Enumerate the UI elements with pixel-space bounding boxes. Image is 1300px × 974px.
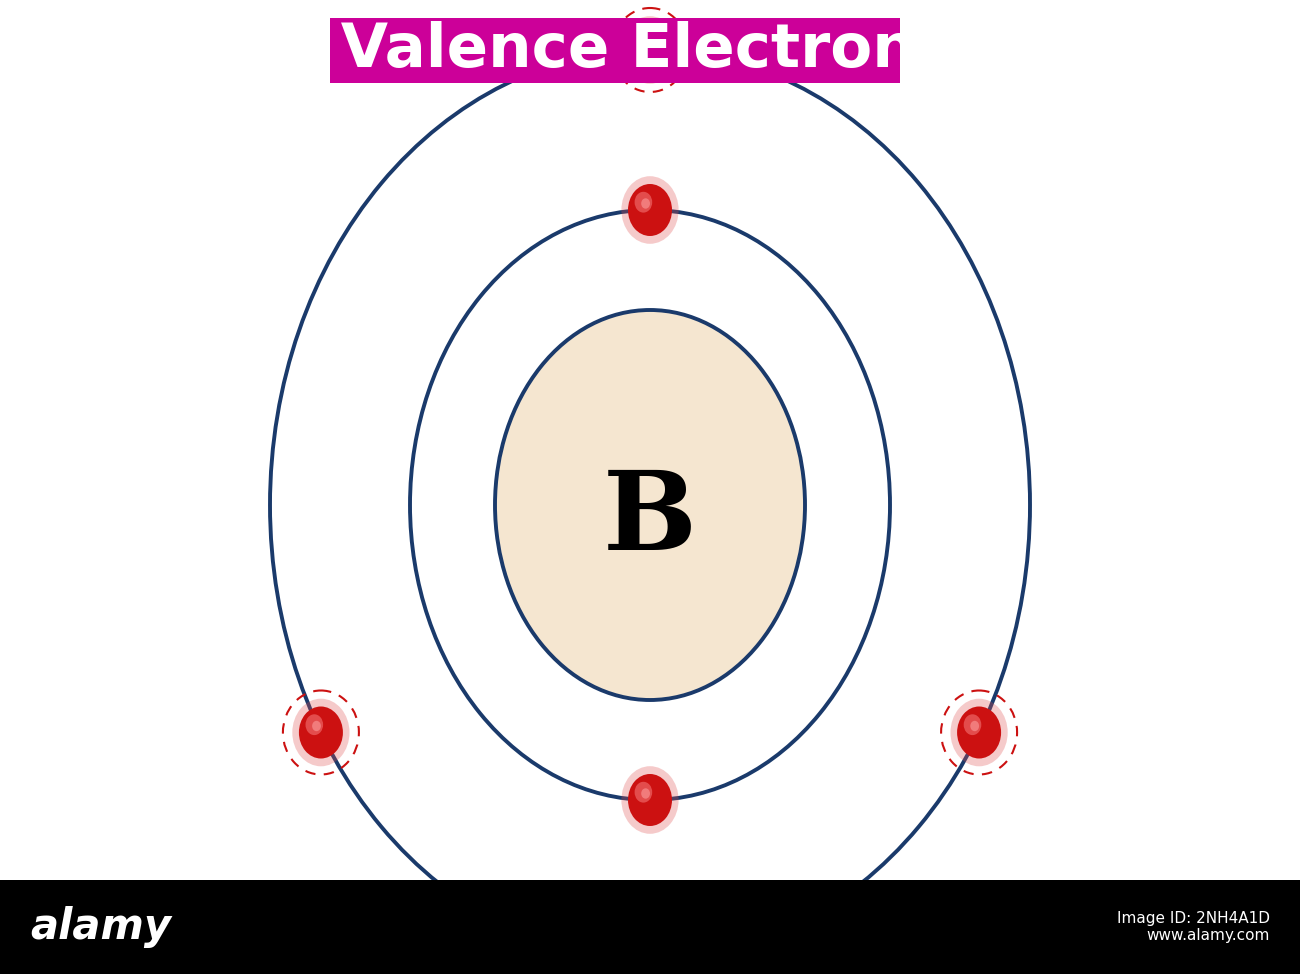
Text: Image ID: 2NH4A1D
www.alamy.com: Image ID: 2NH4A1D www.alamy.com (1117, 911, 1270, 943)
Ellipse shape (292, 698, 350, 767)
FancyBboxPatch shape (0, 880, 1300, 974)
Ellipse shape (641, 788, 650, 799)
Ellipse shape (312, 721, 321, 731)
Text: B: B (603, 467, 697, 574)
Ellipse shape (641, 199, 650, 208)
Ellipse shape (621, 767, 679, 834)
Ellipse shape (950, 698, 1008, 767)
Text: alamy: alamy (30, 906, 172, 948)
Ellipse shape (621, 176, 679, 244)
Ellipse shape (306, 714, 324, 735)
Ellipse shape (628, 774, 672, 826)
Ellipse shape (963, 714, 982, 735)
Ellipse shape (970, 721, 979, 731)
Text: 3 Valence Electrons: 3 Valence Electrons (277, 21, 953, 80)
Ellipse shape (495, 310, 805, 700)
FancyBboxPatch shape (330, 18, 900, 83)
Ellipse shape (628, 184, 672, 236)
Ellipse shape (628, 24, 672, 76)
Ellipse shape (634, 192, 653, 212)
Ellipse shape (641, 38, 650, 49)
Ellipse shape (634, 782, 653, 803)
Ellipse shape (634, 32, 653, 53)
Ellipse shape (299, 706, 343, 759)
Ellipse shape (957, 706, 1001, 759)
Ellipse shape (621, 17, 679, 84)
